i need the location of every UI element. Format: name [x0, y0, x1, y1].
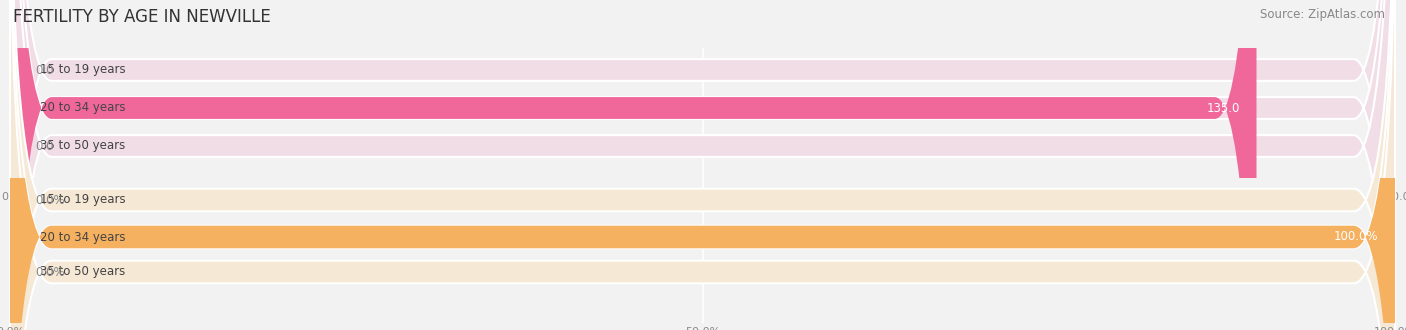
FancyBboxPatch shape: [10, 0, 1395, 330]
FancyBboxPatch shape: [10, 0, 1395, 330]
Text: 100.0%: 100.0%: [1334, 230, 1378, 244]
FancyBboxPatch shape: [10, 0, 1257, 330]
Text: 35 to 50 years: 35 to 50 years: [41, 140, 125, 152]
FancyBboxPatch shape: [10, 0, 1395, 330]
FancyBboxPatch shape: [10, 0, 1395, 330]
FancyBboxPatch shape: [10, 0, 1395, 330]
Text: FERTILITY BY AGE IN NEWVILLE: FERTILITY BY AGE IN NEWVILLE: [13, 8, 270, 26]
Text: 20 to 34 years: 20 to 34 years: [41, 230, 127, 244]
FancyBboxPatch shape: [10, 0, 1395, 330]
Text: Source: ZipAtlas.com: Source: ZipAtlas.com: [1260, 8, 1385, 21]
Text: 35 to 50 years: 35 to 50 years: [41, 266, 125, 279]
Text: 0.0%: 0.0%: [35, 193, 65, 207]
Text: 0.0%: 0.0%: [35, 266, 65, 279]
Text: 20 to 34 years: 20 to 34 years: [41, 102, 127, 115]
Text: 15 to 19 years: 15 to 19 years: [41, 193, 127, 207]
Text: 0.0: 0.0: [35, 63, 53, 77]
Text: 0.0: 0.0: [35, 140, 53, 152]
Text: 15 to 19 years: 15 to 19 years: [41, 63, 127, 77]
Text: 135.0: 135.0: [1206, 102, 1240, 115]
FancyBboxPatch shape: [10, 0, 1395, 330]
